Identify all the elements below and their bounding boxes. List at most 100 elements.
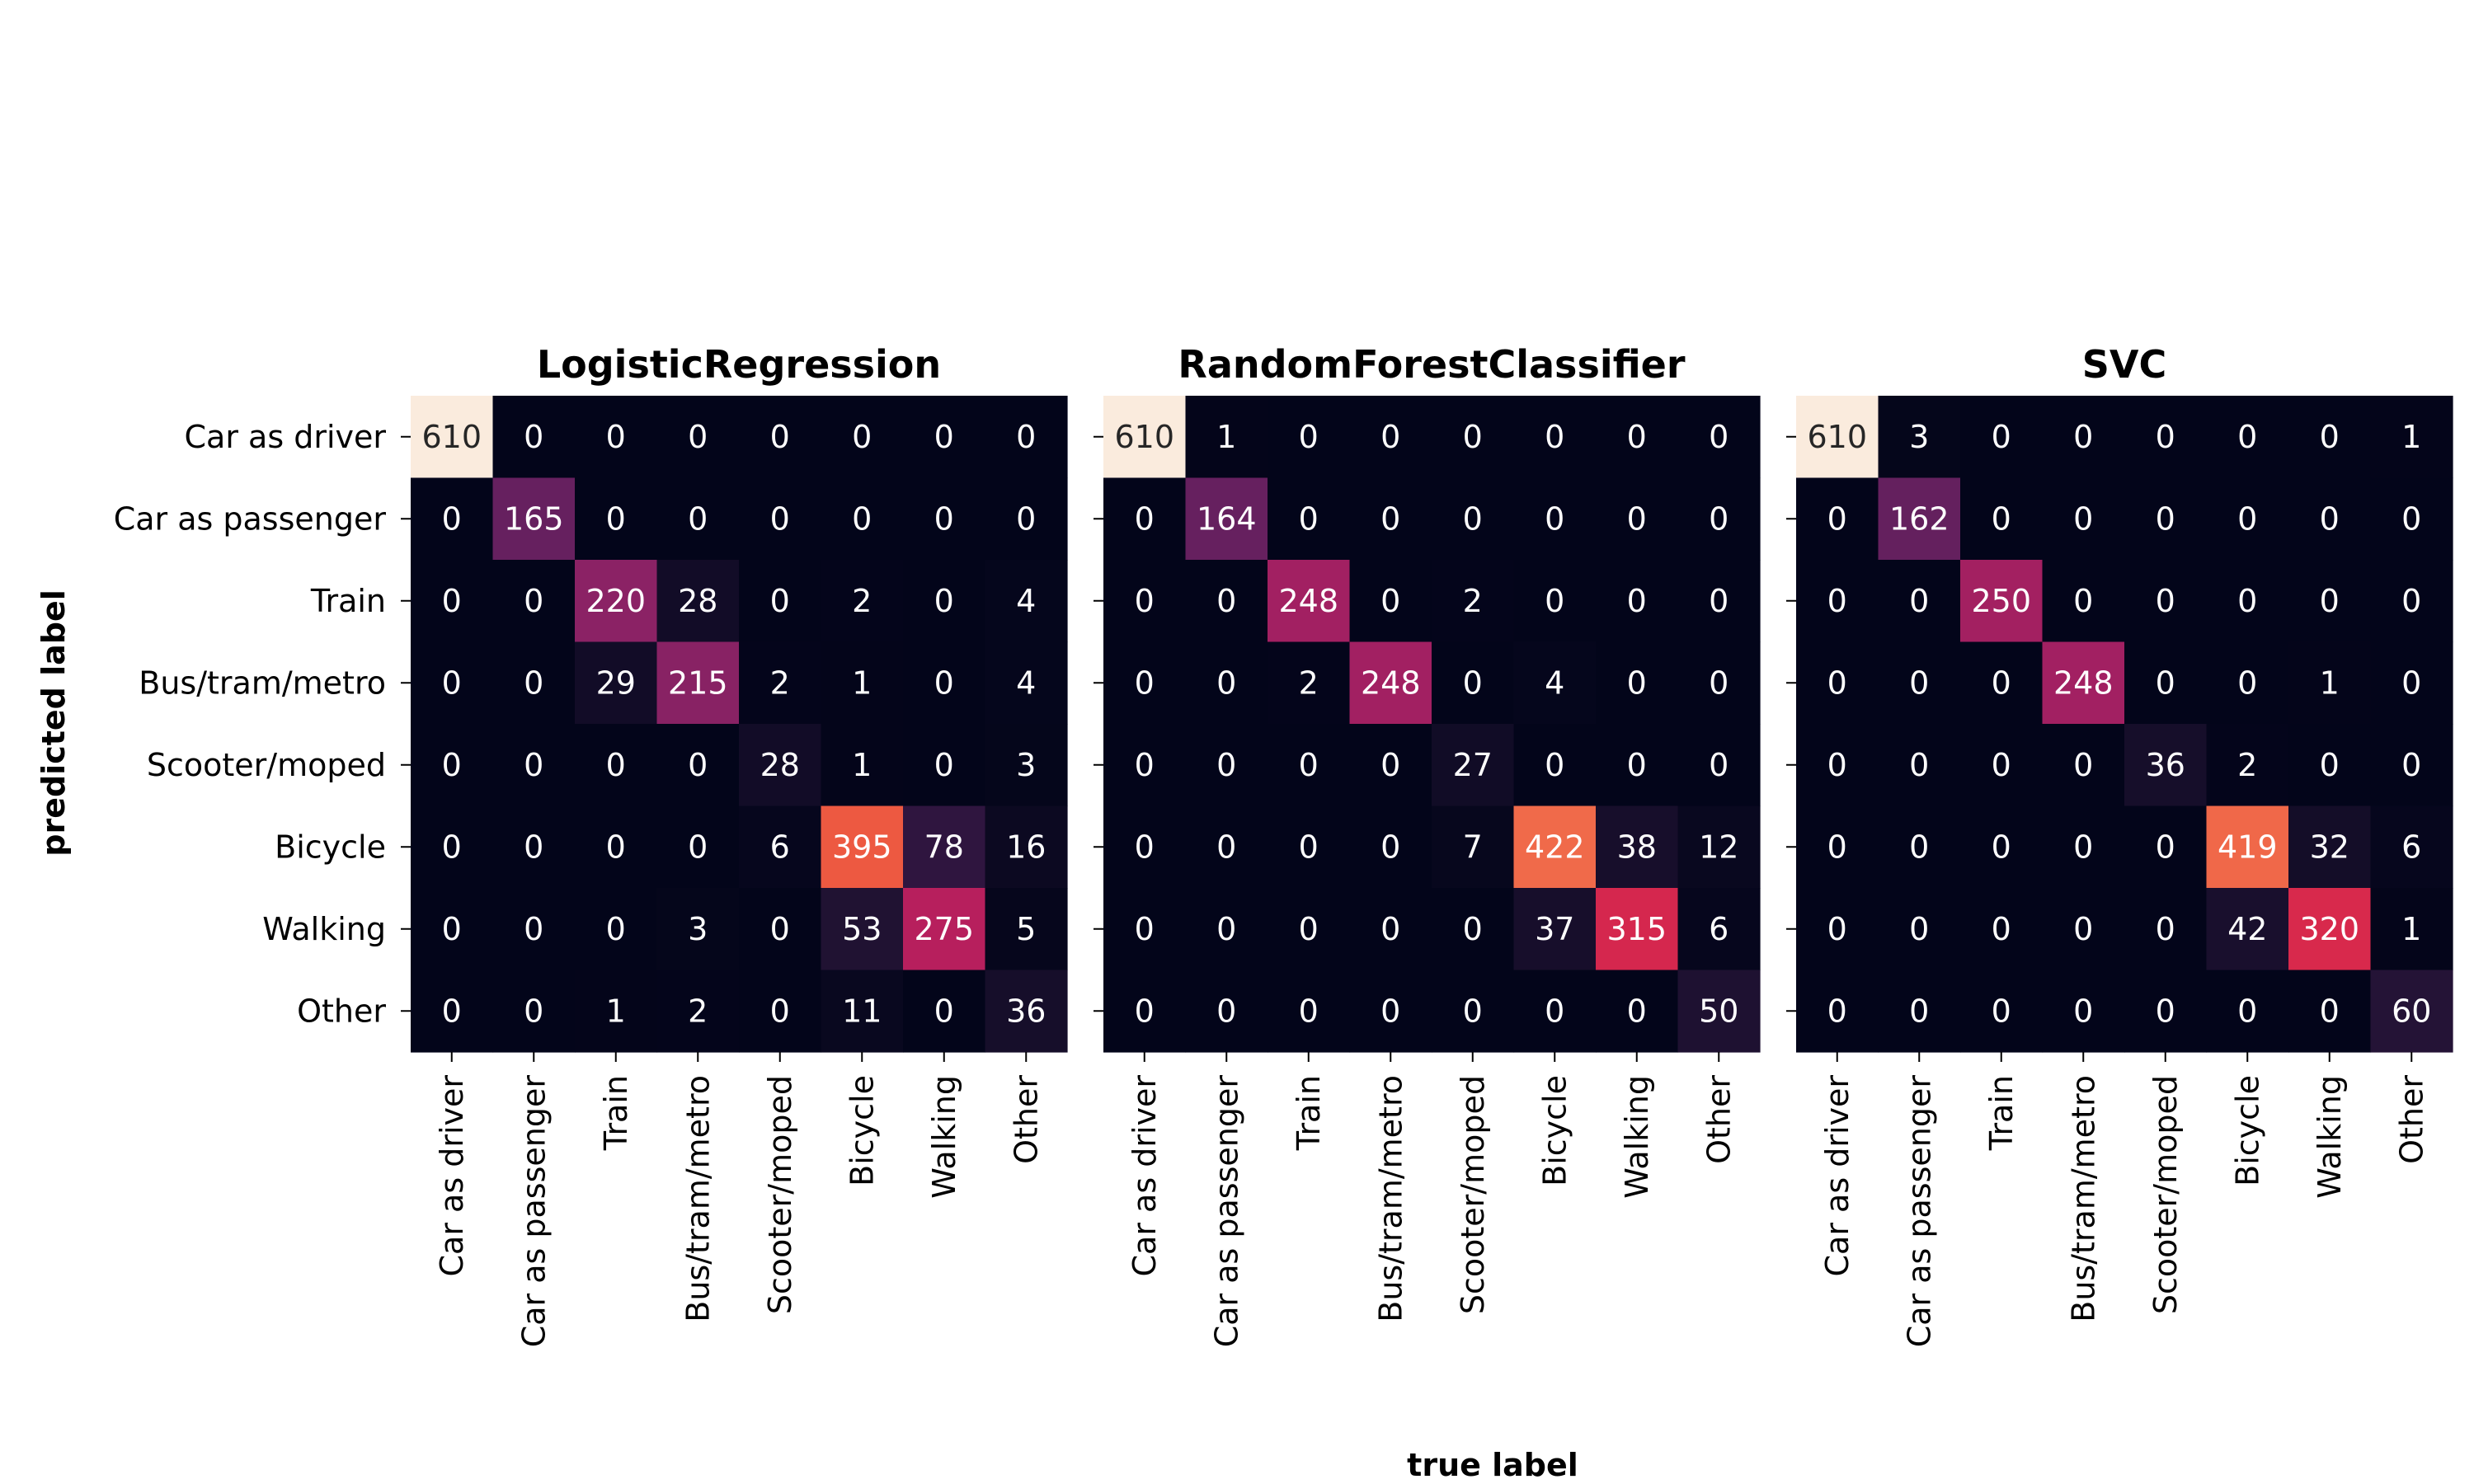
heatmap-cell bbox=[1960, 805, 2044, 889]
heatmap-cell bbox=[1596, 970, 1679, 1053]
x-tick-label: Car as driver bbox=[1126, 1075, 1163, 1277]
x-tick-label: Bus/tram/metro bbox=[1372, 1075, 1409, 1322]
cell-value-label: 0 bbox=[606, 911, 626, 947]
cell-value-label: 0 bbox=[2073, 500, 2093, 537]
heatmap-cell bbox=[985, 805, 1068, 889]
cell-value-label: 0 bbox=[1380, 747, 1400, 783]
heatmap-cell bbox=[575, 560, 658, 643]
heatmap-cell bbox=[1185, 641, 1268, 725]
cell-value-label: 38 bbox=[1617, 829, 1657, 865]
cell-value-label: 0 bbox=[1299, 829, 1319, 865]
cell-value-label: 0 bbox=[1827, 500, 1847, 537]
heatmap-cell bbox=[2124, 724, 2208, 807]
heatmap-cell bbox=[2206, 970, 2289, 1053]
cell-value-label: 6 bbox=[1709, 911, 1729, 947]
cell-value-label: 0 bbox=[1827, 665, 1847, 701]
cell-value-label: 0 bbox=[1709, 747, 1729, 783]
heatmap-cell bbox=[1268, 641, 1351, 725]
heatmap-cell bbox=[1268, 970, 1351, 1053]
heatmap-cell bbox=[2206, 477, 2289, 561]
heatmap-cell bbox=[2042, 396, 2125, 479]
cell-value-label: 0 bbox=[1380, 500, 1400, 537]
cell-value-label: 0 bbox=[1827, 583, 1847, 619]
heatmap-cell bbox=[492, 560, 576, 643]
heatmap-cell bbox=[492, 724, 576, 807]
cell-value-label: 0 bbox=[606, 829, 626, 865]
heatmap-cell bbox=[1513, 560, 1597, 643]
x-tick-label: Walking bbox=[1619, 1075, 1655, 1199]
cell-value-label: 0 bbox=[1709, 419, 1729, 455]
cell-value-label: 1 bbox=[1216, 419, 1236, 455]
cell-value-label: 248 bbox=[1361, 665, 1421, 701]
heatmap-cell bbox=[656, 641, 740, 725]
cell-value-label: 1 bbox=[2401, 911, 2421, 947]
heatmap-cell bbox=[821, 888, 904, 971]
heatmap-cell bbox=[1185, 724, 1268, 807]
heatmap-cell bbox=[2370, 641, 2453, 725]
cell-value-label: 0 bbox=[934, 583, 954, 619]
cell-value-label: 315 bbox=[1606, 911, 1667, 947]
cell-value-label: 7 bbox=[1463, 829, 1483, 865]
heatmap-cell bbox=[985, 888, 1068, 971]
heatmap-cell bbox=[1796, 805, 1879, 889]
heatmap-cell bbox=[739, 560, 822, 643]
cell-value-label: 3 bbox=[688, 911, 708, 947]
cell-value-label: 0 bbox=[524, 583, 543, 619]
cell-value-label: 0 bbox=[1627, 665, 1647, 701]
cell-value-label: 0 bbox=[1709, 665, 1729, 701]
heatmap-cell bbox=[1268, 477, 1351, 561]
cell-value-label: 0 bbox=[1299, 993, 1319, 1029]
heatmap-cell bbox=[656, 888, 740, 971]
cell-value-label: 0 bbox=[1216, 583, 1236, 619]
cell-value-label: 0 bbox=[1135, 665, 1155, 701]
cell-value-label: 248 bbox=[1278, 583, 1338, 619]
heatmap-cell bbox=[1268, 805, 1351, 889]
cell-value-label: 0 bbox=[1545, 583, 1564, 619]
heatmap-cell bbox=[1596, 560, 1679, 643]
heatmap-cell bbox=[411, 970, 494, 1053]
cell-value-label: 32 bbox=[2310, 829, 2349, 865]
cell-value-label: 610 bbox=[421, 419, 482, 455]
cell-value-label: 0 bbox=[1463, 665, 1483, 701]
cell-value-label: 2 bbox=[2237, 747, 2257, 783]
cell-value-label: 0 bbox=[1463, 911, 1483, 947]
heatmap-cell bbox=[2042, 724, 2125, 807]
heatmap-cell bbox=[1103, 970, 1187, 1053]
cell-value-label: 2 bbox=[770, 665, 790, 701]
heatmap-cell bbox=[411, 724, 494, 807]
cell-value-label: 0 bbox=[1135, 993, 1155, 1029]
cell-value-label: 0 bbox=[1135, 583, 1155, 619]
heatmap-cell bbox=[903, 396, 986, 479]
cell-value-label: 0 bbox=[1709, 583, 1729, 619]
cell-value-label: 165 bbox=[504, 500, 564, 537]
cell-value-label: 0 bbox=[934, 747, 954, 783]
cell-value-label: 248 bbox=[2053, 665, 2114, 701]
heatmap-cell bbox=[2370, 477, 2453, 561]
heatmap-cell bbox=[2370, 970, 2453, 1053]
heatmap-cell bbox=[575, 641, 658, 725]
heatmap-cell bbox=[903, 560, 986, 643]
y-tick-label: Bicycle bbox=[275, 829, 386, 865]
heatmap-cell bbox=[821, 970, 904, 1053]
cell-value-label: 3 bbox=[1016, 747, 1036, 783]
heatmap-cell bbox=[1185, 396, 1268, 479]
cell-value-label: 0 bbox=[606, 747, 626, 783]
heatmap-cell bbox=[1878, 477, 1961, 561]
cell-value-label: 0 bbox=[1992, 829, 2011, 865]
cell-value-label: 0 bbox=[1380, 911, 1400, 947]
y-tick-label: Bus/tram/metro bbox=[139, 665, 386, 701]
x-tick-label: Car as driver bbox=[434, 1075, 470, 1277]
cell-value-label: 0 bbox=[1380, 993, 1400, 1029]
cell-value-label: 0 bbox=[606, 419, 626, 455]
heatmap-cell bbox=[1349, 477, 1432, 561]
x-tick-label: Bicycle bbox=[844, 1075, 880, 1186]
heatmap-cell bbox=[1513, 970, 1597, 1053]
heatmap-cell bbox=[1878, 724, 1961, 807]
y-tick-label: Car as passenger bbox=[114, 500, 387, 537]
cell-value-label: 275 bbox=[914, 911, 974, 947]
x-tick-label: Scooter/moped bbox=[762, 1075, 798, 1314]
heatmap-cell bbox=[1432, 560, 1515, 643]
cell-value-label: 0 bbox=[2073, 993, 2093, 1029]
heatmap-cell bbox=[739, 641, 822, 725]
cell-value-label: 0 bbox=[1827, 911, 1847, 947]
